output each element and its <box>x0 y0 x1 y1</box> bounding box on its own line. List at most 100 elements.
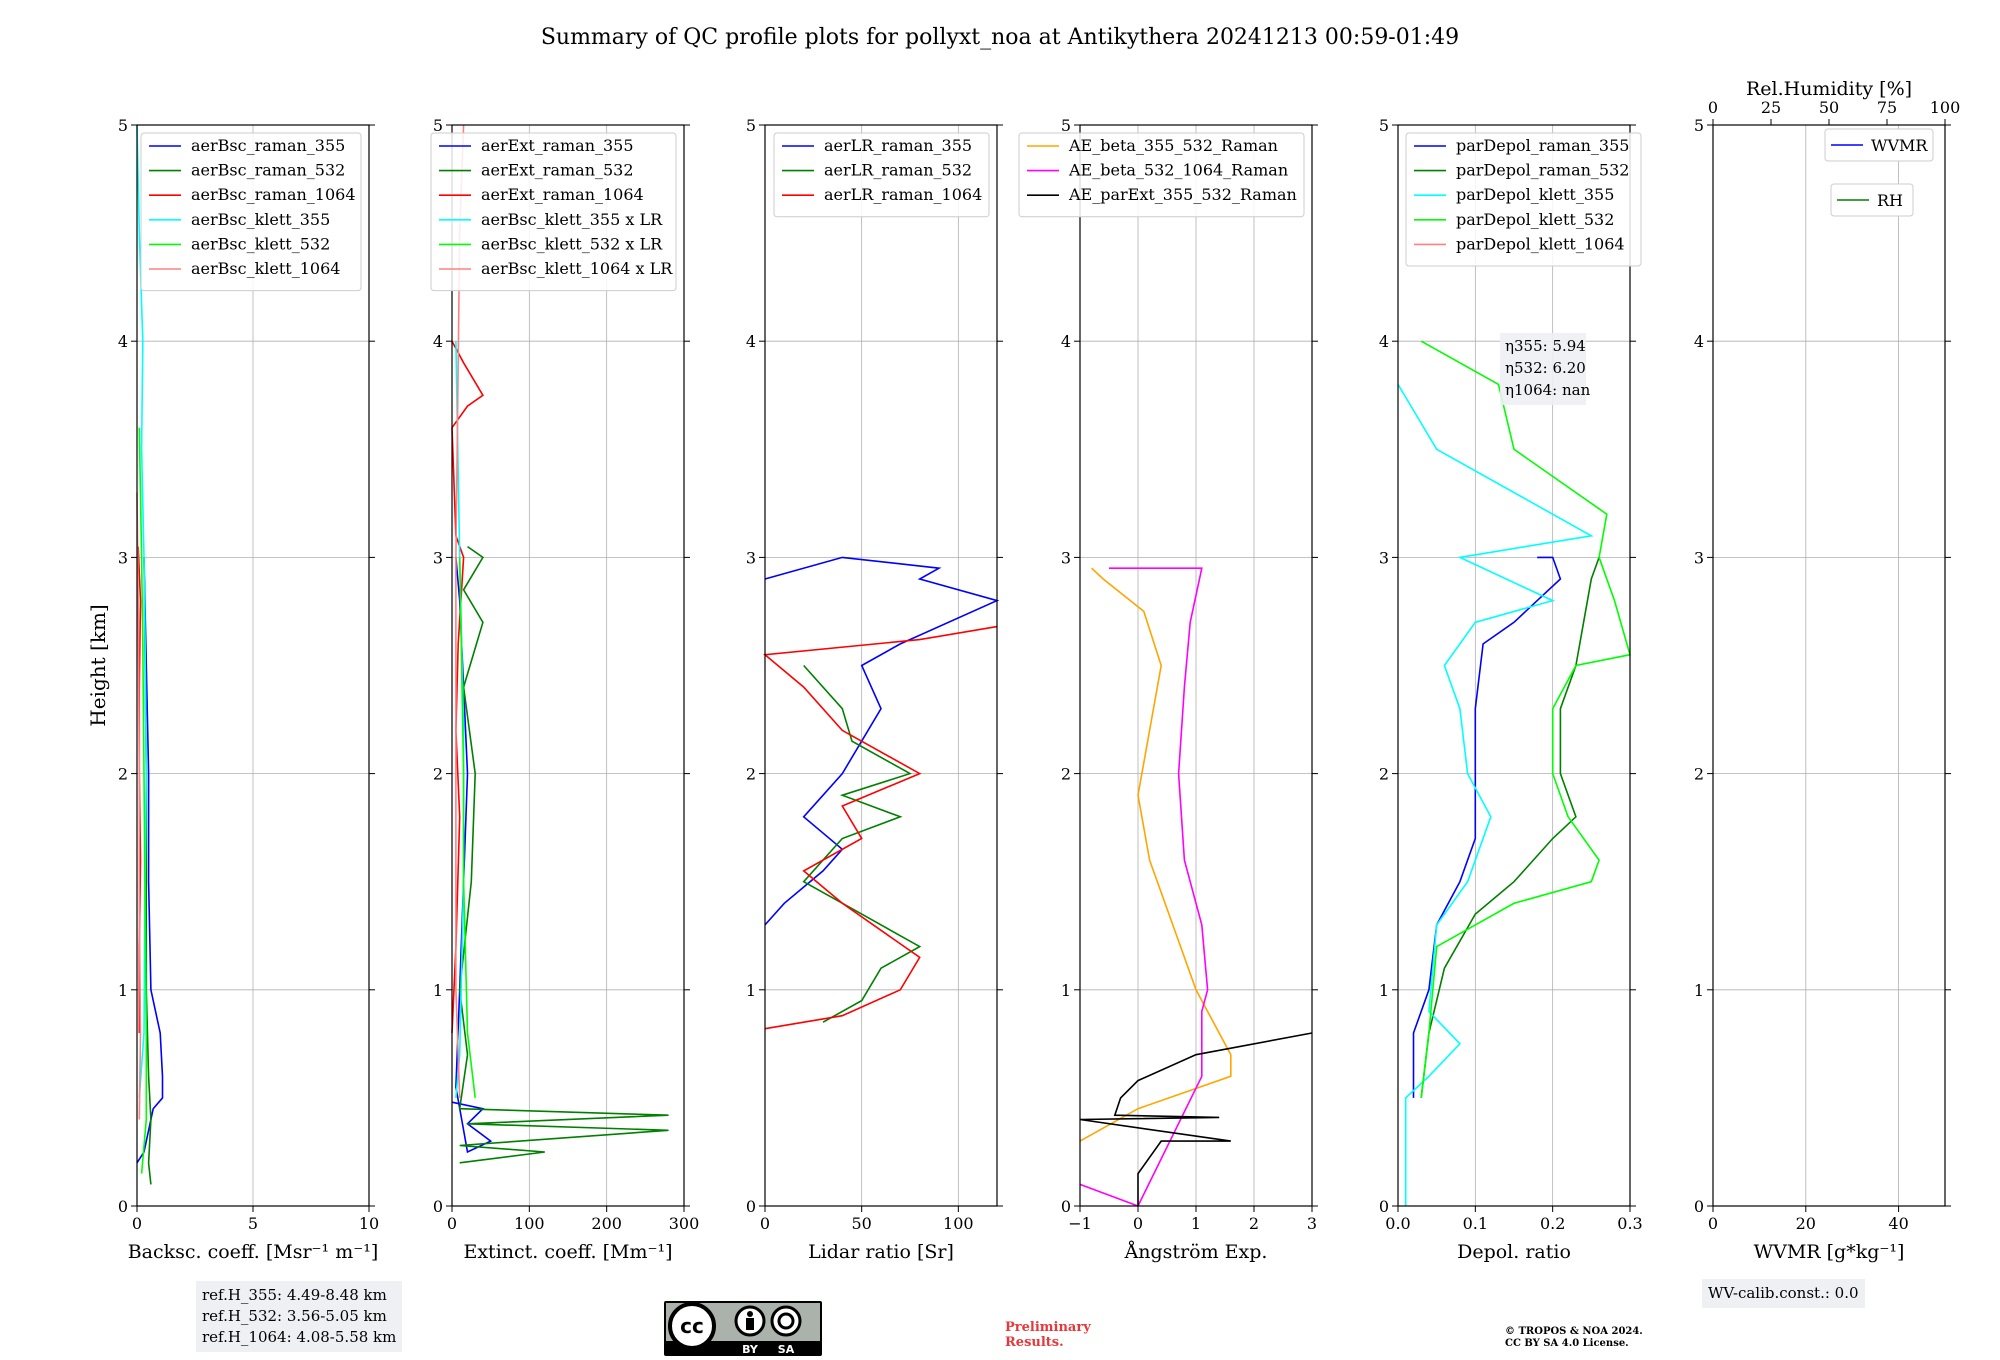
legend-label: aerLR_raman_532 <box>824 161 972 180</box>
axes-frame <box>1712 124 1946 1207</box>
x-tick-label: 100 <box>514 1214 545 1233</box>
y-tick-label: 0 <box>1694 1197 1704 1216</box>
y-tick-label: 0 <box>433 1197 443 1216</box>
legend-label: aerBsc_raman_355 <box>191 136 345 155</box>
series-line-2 <box>802 664 922 1023</box>
legend-label: aerBsc_raman_1064 <box>191 185 356 204</box>
cc-by-sa-badge: cc BY SA <box>664 1301 822 1356</box>
legend-label: aerLR_raman_355 <box>824 136 972 155</box>
legend-label: AE_beta_355_532_Raman <box>1068 136 1278 155</box>
x-tick-label: 0.1 <box>1463 1214 1488 1233</box>
x-tick-label: 3 <box>1307 1214 1317 1233</box>
x-top-tick-label: 50 <box>1819 98 1839 117</box>
y-tick-label: 4 <box>746 332 756 351</box>
legend-label: aerBsc_klett_532 x LR <box>481 234 663 253</box>
y-tick-label: 3 <box>1694 548 1704 567</box>
legend-label: aerExt_raman_355 <box>481 136 634 155</box>
y-tick-label: 4 <box>1061 332 1071 351</box>
y-tick-label: 1 <box>1694 981 1704 1000</box>
x-axis-label: Backsc. coeff. [Msr⁻¹ m⁻¹] <box>128 1241 379 1263</box>
series-line-3 <box>1397 383 1594 1206</box>
series-line-2 <box>1420 557 1600 1098</box>
y-tick-label: 5 <box>433 116 443 135</box>
x-tick-label: 5 <box>248 1214 258 1233</box>
y-tick-label: 4 <box>1379 332 1389 351</box>
reference-height-box: ref.H_355: 4.49-8.48 km ref.H_532: 3.56-… <box>196 1281 403 1352</box>
y-tick-label: 2 <box>1379 765 1389 784</box>
series-line-1 <box>1412 556 1562 1098</box>
series-line-4 <box>1420 340 1632 1098</box>
y-tick-label: 3 <box>1379 548 1389 567</box>
legend-label: aerLR_raman_1064 <box>824 185 982 204</box>
y-tick-label: 5 <box>746 116 756 135</box>
y-tick-label: 0 <box>746 1197 756 1216</box>
y-tick-label: 2 <box>746 765 756 784</box>
legend-label: aerBsc_klett_355 x LR <box>481 210 663 229</box>
y-tick-label: 0 <box>118 1197 128 1216</box>
y-tick-label: 0 <box>1379 1197 1389 1216</box>
x-tick-label: 1 <box>1191 1214 1201 1233</box>
series-line-5 <box>458 557 476 1098</box>
x-top-axis-label: Rel.Humidity [%] <box>1746 78 1912 100</box>
axes-frame <box>764 124 998 1207</box>
series-line-5 <box>138 427 148 1174</box>
x-tick-label: 0 <box>760 1214 770 1233</box>
legend-label: AE_beta_532_1064_Raman <box>1068 161 1288 180</box>
legend-label: aerExt_raman_532 <box>481 161 634 180</box>
y-tick-label: 2 <box>433 765 443 784</box>
legend-box <box>773 132 990 218</box>
x-tick-label: 0 <box>1708 1214 1718 1233</box>
ref-h-355: ref.H_355: 4.49-8.48 km <box>202 1286 387 1304</box>
copyright-line-2: CC BY SA 4.0 License. <box>1505 1338 1629 1349</box>
y-tick-label: 1 <box>746 981 756 1000</box>
legend-label: parDepol_raman_532 <box>1456 161 1629 180</box>
legend-box <box>140 132 362 292</box>
chart-panel-3: 0 50 100 0 1 2 3 4 5 Lidar ratio [Sr] aerLR_raman_… <box>746 116 1003 1263</box>
x-tick-label: 0.2 <box>1540 1214 1565 1233</box>
y-tick-label: 5 <box>1379 116 1389 135</box>
legend-box <box>1824 128 1934 162</box>
figure-title: Summary of QC profile plots for pollyxt_… <box>541 25 1459 50</box>
legend-label: parDepol_klett_1064 <box>1456 234 1625 253</box>
x-top-tick-label: 75 <box>1877 98 1897 117</box>
x-tick-label: 300 <box>669 1214 700 1233</box>
series-line-1 <box>764 556 1000 926</box>
ref-h-532: ref.H_532: 3.56-5.05 km <box>202 1307 387 1325</box>
preliminary-note: Preliminary Results. <box>1005 1320 1091 1350</box>
legend-box <box>1405 132 1642 267</box>
legend-label: WVMR <box>1871 136 1928 155</box>
legend-label: aerBsc_klett_1064 <box>191 259 340 278</box>
annotation-text: η355: 5.94 <box>1505 337 1586 355</box>
legend-label: RH <box>1877 191 1903 210</box>
x-tick-label: 20 <box>1796 1214 1816 1233</box>
x-axis-label: Ångström Exp. <box>1124 1241 1268 1263</box>
legend-box <box>430 132 677 292</box>
ref-h-1064: ref.H_1064: 4.08-5.58 km <box>202 1328 397 1346</box>
x-top-tick-label: 100 <box>1930 98 1961 117</box>
x-axis-label: Lidar ratio [Sr] <box>808 1241 954 1263</box>
x-tick-label: 0 <box>1133 1214 1143 1233</box>
x-tick-label: −1 <box>1068 1214 1092 1233</box>
sa-icon <box>770 1305 802 1337</box>
x-tick-label: 10 <box>359 1214 379 1233</box>
y-tick-label: 5 <box>1061 116 1071 135</box>
annotation-box <box>1500 333 1586 405</box>
y-tick-label: 0 <box>1061 1197 1071 1216</box>
series-line-6 <box>136 492 142 1120</box>
y-tick-label: 3 <box>1061 548 1071 567</box>
legend-label: aerBsc_raman_532 <box>191 161 345 180</box>
x-axis-label: Depol. ratio <box>1457 1241 1571 1263</box>
preliminary-line-1: Preliminary <box>1005 1320 1091 1335</box>
annotation-text: η1064: nan <box>1505 381 1591 399</box>
y-tick-label: 4 <box>433 332 443 351</box>
legend-label: aerBsc_klett_532 <box>191 234 330 253</box>
y-tick-label: 5 <box>118 116 128 135</box>
legend-label: parDepol_klett_532 <box>1456 210 1614 229</box>
y-tick-label: 5 <box>1694 116 1704 135</box>
y-tick-label: 3 <box>433 548 443 567</box>
x-tick-label: 100 <box>943 1214 974 1233</box>
legend-label: parDepol_klett_355 <box>1456 185 1614 204</box>
